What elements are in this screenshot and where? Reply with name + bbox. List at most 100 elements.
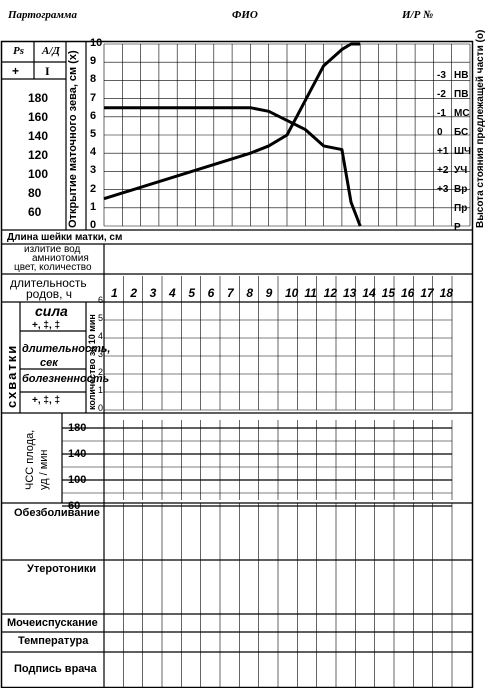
amniotic-label-3: цвет, количество xyxy=(14,262,92,273)
force-symbols: +, ‡, ‡ xyxy=(32,320,61,331)
duration-unit: сек xyxy=(40,357,58,369)
station-level-number: +2 xyxy=(437,165,449,176)
dilation-tick: 9 xyxy=(90,55,97,68)
amniotic-label-1: излитие вод xyxy=(24,244,81,255)
station-axis-label: Высота стояния предлежащей части (о) xyxy=(475,29,486,228)
station-level-abbr: Р xyxy=(454,222,461,233)
temperature-label: Температура xyxy=(18,635,89,647)
contractions-label: схватки xyxy=(4,343,19,408)
hour-label: 11 xyxy=(304,286,317,300)
hour-label: 4 xyxy=(169,286,176,300)
dilation-tick: 5 xyxy=(90,128,97,140)
count-scale-value: 3 xyxy=(98,349,104,359)
station-level-abbr: Пр xyxy=(454,203,468,214)
vitals-scale-value: 80 xyxy=(28,186,42,200)
dilation-tick: 2 xyxy=(90,182,97,195)
station-level-abbr: ПВ xyxy=(454,89,469,100)
dilation-chart-lines xyxy=(103,42,362,227)
hour-label: 14 xyxy=(362,286,376,300)
vitals-box xyxy=(2,42,87,230)
hour-label: 17 xyxy=(420,286,434,300)
hour-label: 12 xyxy=(323,286,338,300)
ad-symbol: I xyxy=(45,64,50,78)
station-level-number: +1 xyxy=(437,146,449,157)
signature-label: Подпись врача xyxy=(14,663,97,675)
station-level-abbr: БС xyxy=(454,127,469,138)
station-level-abbr: ШЧ xyxy=(454,146,472,157)
dilation-tick: 8 xyxy=(90,73,97,86)
hour-label: 15 xyxy=(381,286,396,300)
hour-label: 1 xyxy=(111,286,118,300)
ps-symbol: + xyxy=(12,64,20,78)
dilation-tick: 3 xyxy=(90,164,97,177)
dilation-tick: 7 xyxy=(90,91,97,104)
vitals-scale-value: 100 xyxy=(28,167,49,181)
pain-label: болезненность xyxy=(22,373,110,385)
cervix-length-label: Длина шейки матки, см xyxy=(7,232,123,243)
fhr-scale-value: 180 xyxy=(68,422,87,434)
station-level-abbr: УЧ xyxy=(454,165,468,176)
hour-label: 8 xyxy=(246,286,254,300)
station-level-abbr: НВ xyxy=(454,70,469,81)
form-title: Партограмма xyxy=(8,9,77,21)
ps-label: Ps xyxy=(13,45,24,57)
station-level-number: 0 xyxy=(437,127,443,138)
contractions-grid xyxy=(103,276,453,411)
pain-symbols: +, ‡, ‡ xyxy=(32,395,61,406)
dilation-grid xyxy=(103,43,471,227)
dilation-tick: 6 xyxy=(90,109,97,122)
station-level-number: -2 xyxy=(437,89,446,100)
ad-label: А/Д xyxy=(42,45,60,57)
vitals-scale-value: 160 xyxy=(28,110,49,124)
dilation-tick: 4 xyxy=(90,146,97,159)
hour-label: 2 xyxy=(130,286,138,300)
count-scale-value: 4 xyxy=(98,331,104,341)
fhr-scale-value: 140 xyxy=(68,448,87,460)
series-line-1 xyxy=(103,42,361,201)
duration-label-2: родов, ч xyxy=(26,287,73,301)
duration-label-1: длительность xyxy=(10,276,87,290)
vitals-scale-value: 120 xyxy=(28,148,49,162)
dilation-axis-label: Открытие маточного зева, см (х) xyxy=(67,50,79,228)
station-level-abbr: МС xyxy=(454,108,470,119)
fhr-scale-value: 60 xyxy=(68,500,81,512)
vitals-scale-value: 180 xyxy=(28,91,49,105)
fhr-label-1: ЧСС плода, xyxy=(24,429,36,490)
contraction-count-label: количество за 10 мин xyxy=(87,314,97,410)
hour-label: 16 xyxy=(401,286,415,300)
hour-label: 9 xyxy=(265,286,273,300)
dilation-tick: 10 xyxy=(90,37,103,49)
hour-label: 7 xyxy=(227,286,234,300)
hour-label: 18 xyxy=(439,286,454,300)
dilation-tick: 0 xyxy=(90,219,97,231)
uterotonics-label: Утеротоники xyxy=(27,563,97,575)
hour-label: 13 xyxy=(343,286,357,300)
fhr-grid xyxy=(62,420,453,507)
station-level-number: -1 xyxy=(437,108,446,119)
station-level-number: +3 xyxy=(437,184,449,195)
amniotic-label-2: амниотомия xyxy=(32,253,89,264)
vitals-scale-value: 60 xyxy=(28,205,42,219)
count-scale-value: 1 xyxy=(98,385,104,395)
hour-label: 10 xyxy=(285,286,299,300)
fhr-scale-value: 100 xyxy=(68,474,87,486)
force-label: сила xyxy=(35,303,68,319)
fio-label: ФИО xyxy=(232,9,258,21)
count-scale-value: 2 xyxy=(98,367,104,377)
hour-label: 6 xyxy=(207,286,215,300)
hour-label: 5 xyxy=(188,286,196,300)
count-scale-value: 6 xyxy=(98,295,104,305)
station-level-number: -3 xyxy=(437,70,446,81)
records-grid xyxy=(103,503,453,688)
record-number-label: И/Р № xyxy=(402,9,434,21)
fhr-label-2: уд / мин xyxy=(38,449,50,490)
count-scale-value: 5 xyxy=(98,313,104,323)
dilation-tick: 1 xyxy=(90,200,97,213)
count-scale-value: 0 xyxy=(98,403,104,413)
vitals-scale-value: 140 xyxy=(28,129,49,143)
urination-label: Мочеиспускание xyxy=(7,617,98,629)
hour-label: 3 xyxy=(149,286,157,300)
analgesia-label: Обезболивание xyxy=(14,507,100,519)
series-line-2 xyxy=(104,106,362,227)
